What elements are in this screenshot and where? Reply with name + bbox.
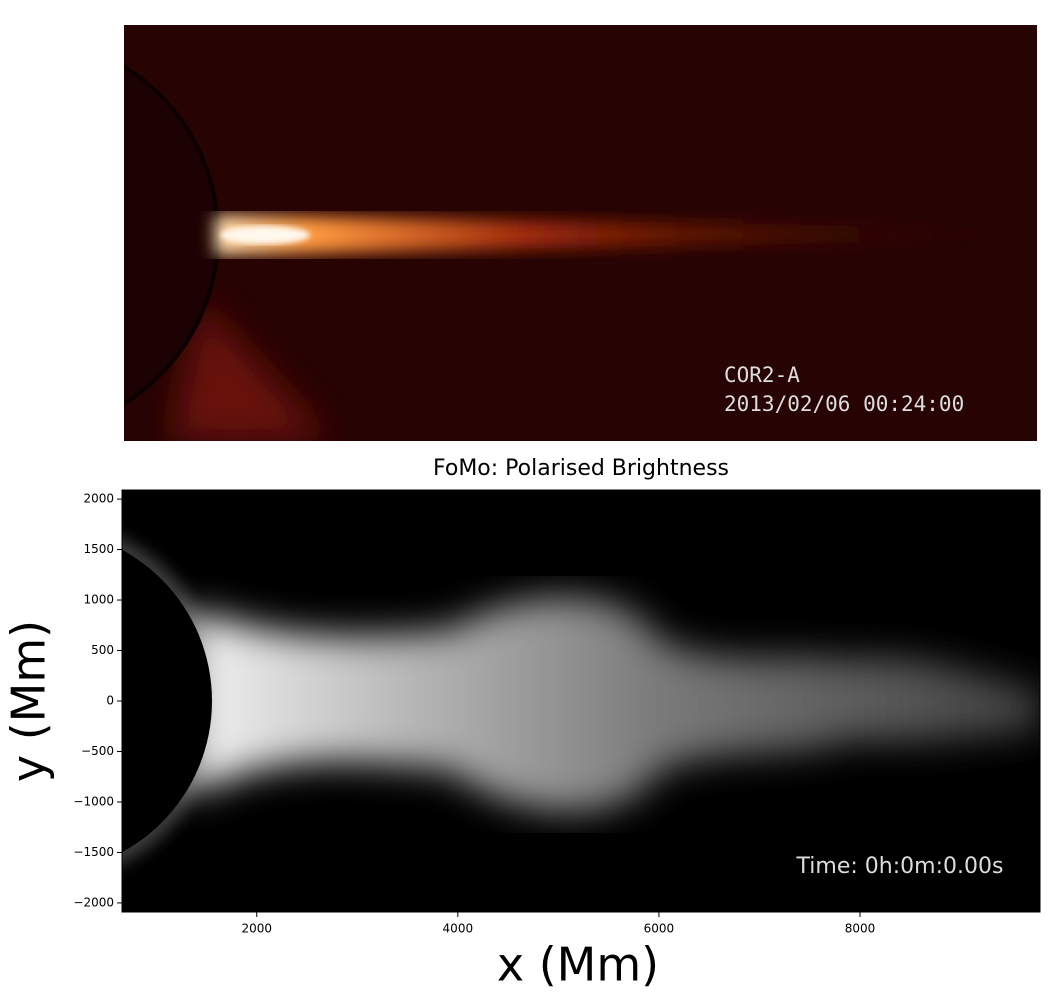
y-tick-label: 1500 (83, 542, 114, 556)
y-tick-label: 500 (91, 643, 114, 657)
instrument-label: COR2-A (724, 363, 800, 387)
streamer-core (220, 226, 310, 244)
time-label: Time: 0h:0m:0.00s (796, 854, 1004, 879)
y-tick-label: 1000 (83, 593, 114, 607)
y-axis-label: y (Mm) (2, 620, 56, 782)
x-tick-label: 4000 (443, 922, 474, 936)
streamer (190, 597, 1040, 812)
chart-title: FoMo: Polarised Brightness (433, 456, 729, 481)
x-tick-label: 6000 (644, 922, 675, 936)
y-tick-label: −1000 (73, 794, 114, 808)
streamer-glow (215, 215, 1000, 255)
date-label: 2013/02/06 00:24:00 (724, 392, 964, 416)
x-axis-label: x (Mm) (497, 938, 659, 992)
y-tick-label: 0 (106, 694, 114, 708)
y-tick-label: −2000 (73, 895, 114, 909)
x-tick-label: 2000 (241, 922, 272, 936)
y-tick-label: 2000 (83, 492, 114, 506)
y-tick-label: −1500 (73, 845, 114, 859)
lower-ray (170, 300, 330, 441)
x-tick-label: 8000 (845, 922, 876, 936)
coronagraph-image (124, 25, 1037, 441)
y-tick-label: −500 (81, 744, 114, 758)
simulation-image (122, 490, 1040, 912)
sun-disk (122, 549, 212, 853)
